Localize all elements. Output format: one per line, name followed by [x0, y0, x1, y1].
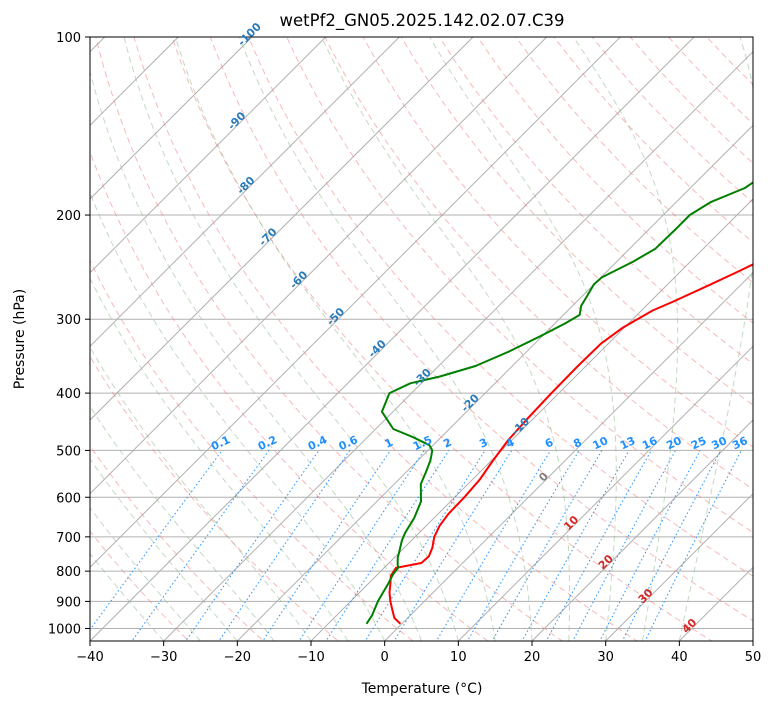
x-tick-label: 20: [524, 650, 541, 665]
y-tick-label: 1000: [48, 622, 81, 637]
x-tick-label: 30: [597, 650, 614, 665]
x-tick-label: 0: [381, 650, 389, 665]
y-tick-label: 300: [56, 313, 81, 328]
y-tick-label: 900: [56, 595, 81, 610]
y-tick-label: 200: [56, 209, 81, 224]
y-tick-label: 700: [56, 531, 81, 546]
x-tick-label: −20: [224, 650, 251, 665]
y-tick-label: 500: [56, 444, 81, 459]
y-tick-label: 100: [56, 31, 81, 46]
x-tick-label: 50: [745, 650, 762, 665]
chart-title: wetPf2_GN05.2025.142.02.07.C39: [280, 11, 565, 31]
x-tick-label: −30: [150, 650, 177, 665]
y-tick-label: 800: [56, 565, 81, 580]
y-tick-label: 400: [56, 387, 81, 402]
x-axis-label: Temperature (°C): [361, 681, 483, 697]
x-tick-label: −40: [76, 650, 103, 665]
x-tick-label: −10: [297, 650, 324, 665]
x-tick-label: 10: [450, 650, 467, 665]
y-axis-label: Pressure (hPa): [12, 289, 28, 389]
y-tick-label: 600: [56, 491, 81, 506]
x-tick-label: 40: [671, 650, 688, 665]
